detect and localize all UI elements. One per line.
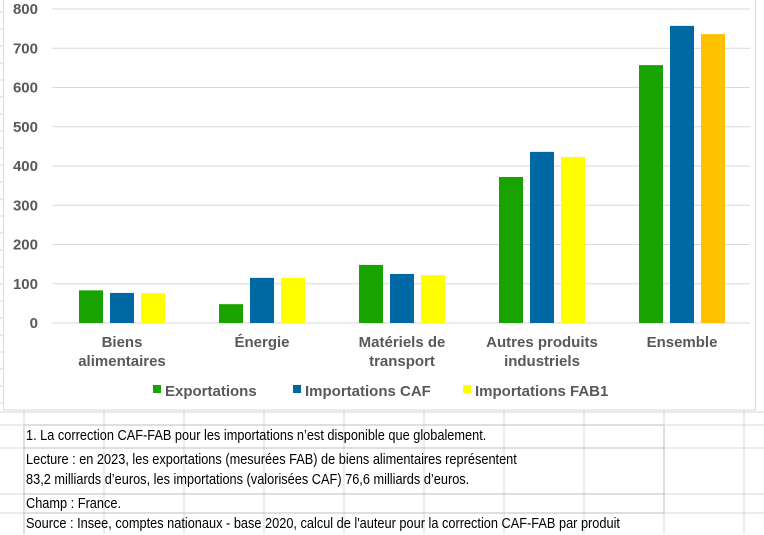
bar-importations-caf [530, 151, 554, 323]
bar-importations-caf [670, 25, 694, 323]
y-tick-label: 600 [13, 80, 38, 97]
y-tick-label: 800 [13, 1, 38, 18]
legend-label: Exportations [165, 383, 257, 400]
legend-label: Importations FAB1 [475, 383, 608, 400]
legend-label: Importations CAF [305, 383, 431, 400]
bar-exportations [79, 290, 103, 323]
bar-importations-fab1 [141, 293, 165, 323]
bar-importations-fab1 [701, 34, 725, 324]
y-tick-label: 200 [13, 237, 38, 254]
x-category-label: Énergie [234, 334, 289, 351]
bar-importations-caf [250, 277, 274, 323]
legend-swatch [463, 385, 471, 393]
x-category-label: industriels [504, 353, 580, 370]
x-category-label: Biens [102, 334, 143, 351]
bar-importations-fab1 [421, 275, 445, 323]
x-category-label: Ensemble [647, 334, 718, 351]
bar-importations-caf [390, 273, 414, 323]
y-tick-label: 500 [13, 119, 38, 136]
y-tick-label: 100 [13, 276, 38, 293]
x-category-label: transport [369, 353, 435, 370]
bar-importations-caf [110, 292, 134, 323]
y-tick-label: 300 [13, 197, 38, 214]
y-tick-label: 700 [13, 40, 38, 57]
bar-exportations [359, 264, 383, 323]
legend-swatch [293, 385, 301, 393]
legend-swatch [153, 385, 161, 393]
x-category-label: Autres produits [486, 334, 598, 351]
bar-importations-fab1 [561, 156, 585, 323]
x-category-label: alimentaires [78, 353, 166, 370]
bar-exportations [639, 65, 663, 323]
x-category-label: Matériels de [359, 334, 446, 351]
bar-importations-fab1 [281, 277, 305, 323]
bar-exportations [219, 304, 243, 323]
y-tick-label: 400 [13, 158, 38, 175]
bar-exportations [499, 176, 523, 323]
y-tick-label: 0 [30, 315, 38, 332]
